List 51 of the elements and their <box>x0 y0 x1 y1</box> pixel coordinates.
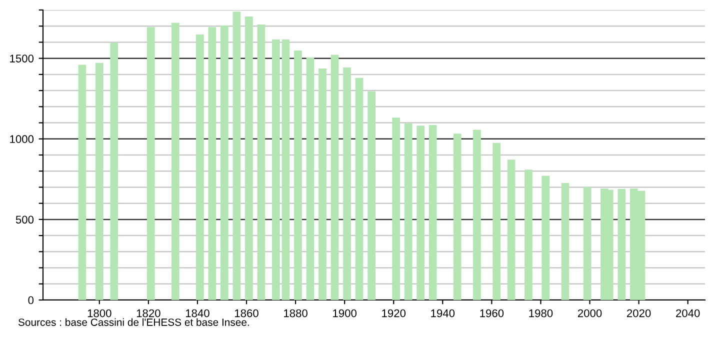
x-tick-label: 1820 <box>136 309 160 318</box>
y-tick-label: 0 <box>28 296 34 304</box>
bar <box>392 118 400 300</box>
bar <box>453 134 462 300</box>
bar <box>524 170 532 300</box>
bar <box>245 16 253 300</box>
bar <box>208 27 216 300</box>
y-tick-label: 1500 <box>10 54 34 62</box>
x-tick-label: 1860 <box>234 309 258 318</box>
x-tick-label: 2000 <box>578 309 602 318</box>
bar <box>282 39 290 300</box>
bar <box>368 91 376 300</box>
bar <box>507 160 516 300</box>
bar <box>220 25 228 300</box>
x-tick-label: 2040 <box>676 309 700 318</box>
bar <box>196 34 204 300</box>
x-tick-label: 2020 <box>627 309 651 318</box>
bar <box>618 188 626 300</box>
bar <box>583 187 592 300</box>
bar <box>542 176 550 300</box>
bar <box>306 58 314 300</box>
bar <box>428 125 437 300</box>
x-tick-label: 1880 <box>284 309 308 318</box>
source-note: Sources : base Cassini de l'EHESS et base Insee. <box>18 318 249 326</box>
bar <box>110 42 118 300</box>
bar <box>232 12 241 300</box>
bar <box>294 50 302 300</box>
x-tick-label: 1960 <box>480 309 504 318</box>
x-tick-label: 1800 <box>88 309 112 318</box>
bar <box>492 142 501 300</box>
bar <box>272 39 280 300</box>
bar <box>78 64 86 300</box>
bar <box>318 68 326 300</box>
bar <box>561 183 570 300</box>
bar <box>171 22 180 300</box>
bar <box>146 27 155 300</box>
x-tick-label: 1920 <box>382 309 406 318</box>
bar <box>404 123 412 300</box>
x-tick-label: 1980 <box>529 309 553 318</box>
bar <box>257 24 266 300</box>
bar <box>355 78 364 300</box>
x-tick-label: 1940 <box>431 309 455 318</box>
bar <box>95 62 104 300</box>
x-tick-label: 1900 <box>333 309 357 318</box>
bar <box>416 126 425 300</box>
bar <box>330 54 339 300</box>
bar <box>343 68 351 300</box>
y-tick-label: 1000 <box>10 135 34 144</box>
bar <box>473 130 481 300</box>
x-tick-label: 1840 <box>186 309 210 318</box>
y-tick-label: 500 <box>16 216 34 224</box>
